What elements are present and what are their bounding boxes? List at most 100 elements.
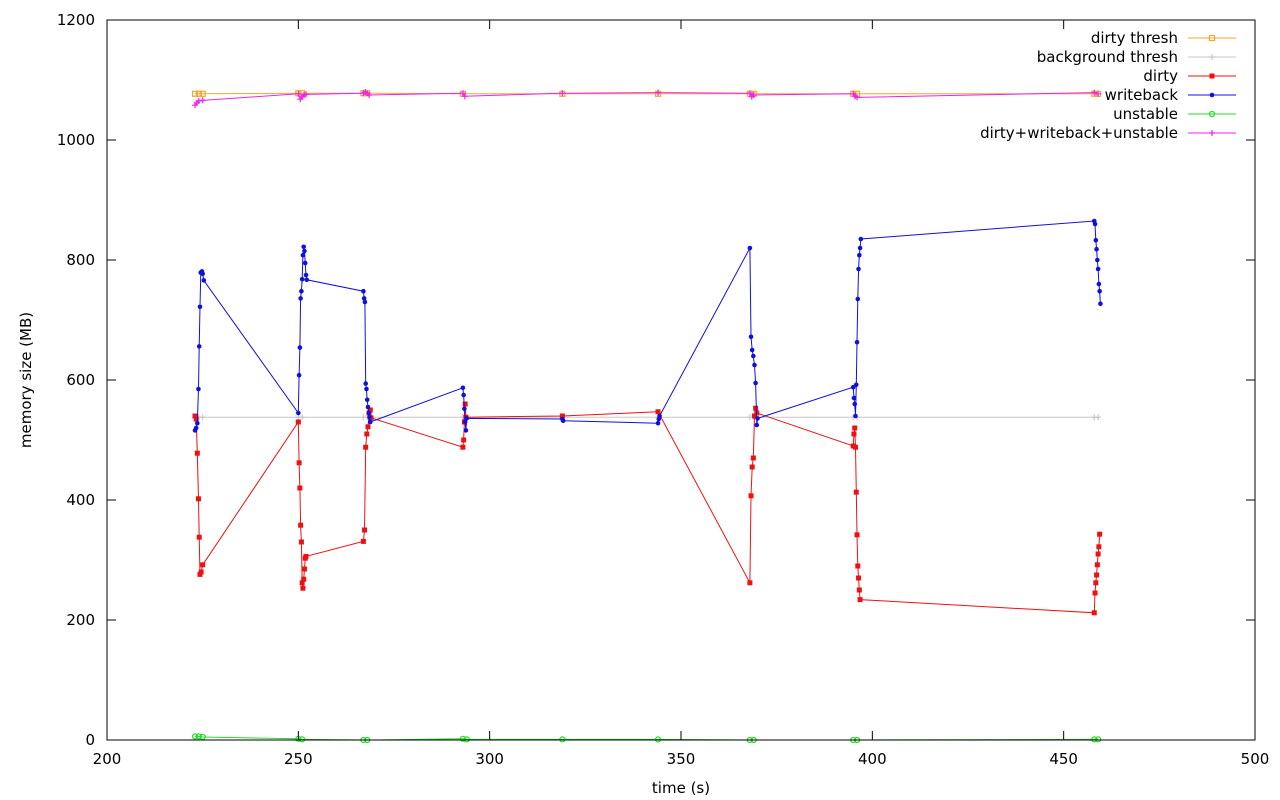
data-point-dirty-writeback-unstable (750, 92, 757, 98)
data-point-dirty (299, 580, 305, 586)
data-point-writeback (853, 382, 859, 388)
x-tick-label: 200 (93, 750, 122, 768)
data-point-dirty (1095, 551, 1101, 557)
legend-label: dirty thresh (1091, 29, 1178, 47)
data-point-dirty (297, 485, 303, 491)
legend-label: dirty (1143, 67, 1178, 85)
data-point-writeback (367, 414, 372, 420)
y-tick-label: 0 (85, 731, 95, 749)
data-point-writeback (855, 296, 861, 302)
data-point-writeback (857, 245, 863, 251)
data-point-dirty-writeback-unstable (559, 90, 566, 97)
data-point-writeback (1093, 237, 1099, 243)
data-point-dirty-writeback-unstable (295, 90, 302, 97)
data-point-dirty-thresh (199, 90, 206, 97)
data-point-dirty (1093, 580, 1099, 586)
data-point-writeback (300, 252, 306, 258)
data-point-dirty (196, 534, 202, 540)
data-point-dirty (200, 562, 206, 568)
data-point-dirty (1094, 572, 1100, 578)
data-point-writeback (364, 397, 370, 403)
data-point-writeback (747, 245, 753, 251)
data-point-writeback (857, 252, 862, 258)
y-tick-label: 400 (66, 491, 95, 509)
data-point-dirty (854, 532, 860, 538)
data-point-writeback (366, 410, 372, 416)
data-point-dirty (1091, 610, 1097, 616)
data-point-writeback (299, 276, 305, 282)
data-point-dirty (462, 401, 468, 407)
data-point-dirty (193, 416, 199, 422)
data-point-writeback (755, 416, 760, 421)
data-point-dirty (360, 538, 366, 544)
data-point-writeback (361, 288, 366, 294)
data-point-writeback (296, 372, 302, 378)
data-point-dirty (364, 431, 370, 437)
data-point-writeback (196, 386, 201, 392)
y-tick-label: 1200 (57, 11, 95, 29)
data-point-dirty (460, 444, 466, 450)
data-point-dirty (362, 527, 368, 533)
data-point-dirty-writeback-unstable (655, 89, 662, 96)
data-point-dirty (303, 553, 309, 559)
data-point-writeback (297, 345, 303, 350)
data-point-dirty (749, 464, 755, 470)
data-point-dirty (559, 413, 565, 419)
data-point-writeback (361, 296, 367, 301)
data-point-dirty (1092, 590, 1098, 596)
data-point-writeback (1095, 257, 1100, 263)
y-tick-label: 600 (66, 371, 95, 389)
data-point-background-thresh (299, 414, 306, 421)
data-point-dirty-writeback-unstable (854, 94, 861, 101)
data-point-writeback (748, 334, 754, 340)
data-point-writeback (655, 420, 661, 426)
data-point-writeback (856, 266, 861, 272)
series-line-unstable (195, 735, 1099, 741)
data-point-writeback (302, 248, 307, 254)
data-point-writeback (201, 278, 207, 283)
data-point-writeback (193, 425, 199, 431)
legend-item-dirty-thresh: dirty thresh (1091, 29, 1236, 47)
data-point-writeback (460, 385, 466, 391)
data-point-dirty (750, 455, 756, 461)
data-point-dirty (853, 489, 859, 495)
data-point-writeback (1096, 281, 1102, 287)
data-point-dirty (298, 539, 304, 545)
legend-item-background-thresh: background thresh (1037, 48, 1236, 66)
data-point-writeback (853, 413, 858, 419)
data-point-writeback (299, 288, 304, 294)
data-point-dirty (751, 413, 757, 419)
data-point-dirty (655, 409, 661, 415)
data-point-dirty (748, 493, 754, 499)
data-point-writeback (196, 344, 202, 349)
data-point-dirty (857, 597, 863, 603)
data-point-writeback (296, 410, 301, 416)
data-point-dirty (298, 522, 304, 528)
data-point-dirty (195, 496, 201, 502)
legend-item-dirty-writeback-unstable: dirty+writeback+unstable (980, 124, 1236, 142)
data-point-writeback (852, 401, 858, 407)
x-tick-label: 450 (1049, 750, 1078, 768)
data-point-writeback (1094, 246, 1099, 252)
data-point-writeback (854, 339, 860, 345)
data-point-writeback (753, 380, 758, 386)
data-point-writeback (302, 260, 308, 266)
x-axis-label: time (s) (652, 779, 710, 797)
x-axis: 200 250 300 350 400 450 500 (93, 20, 1269, 768)
data-point-unstable (1091, 736, 1098, 743)
data-point-dirty (855, 563, 861, 569)
series-line-dirty (194, 403, 1101, 614)
x-tick-label: 250 (284, 750, 313, 768)
data-point-writeback (851, 395, 857, 401)
legend-marker (1209, 130, 1215, 136)
data-point-writeback (461, 392, 466, 398)
data-point-dirty-thresh (191, 90, 199, 97)
y-axis-label: memory size (MB) (17, 312, 35, 448)
data-point-dirty (365, 424, 371, 430)
data-point-unstable (559, 736, 566, 743)
data-point-dirty-writeback-unstable (302, 91, 309, 98)
plot-series (191, 89, 1103, 744)
x-tick-label: 350 (667, 750, 696, 768)
data-point-dirty (296, 460, 302, 466)
